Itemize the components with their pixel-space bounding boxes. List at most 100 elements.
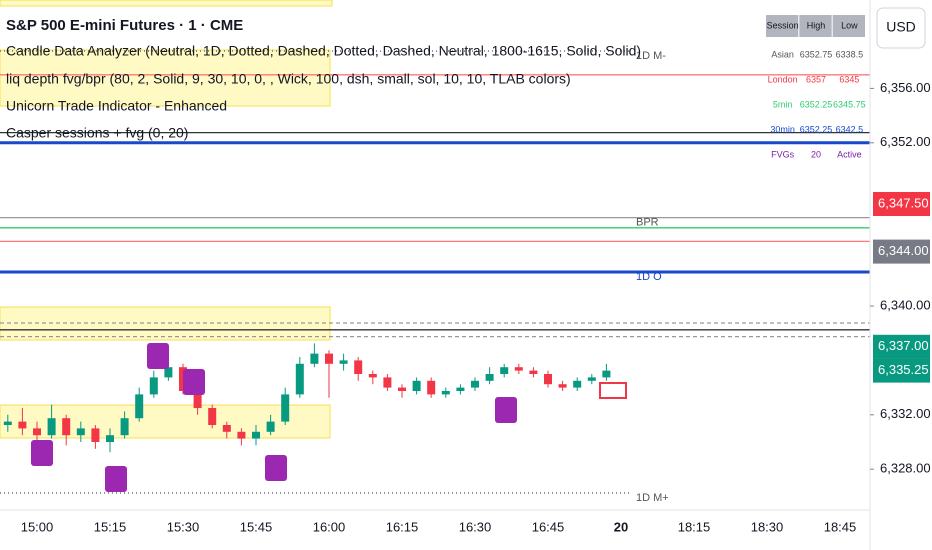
candle-body xyxy=(193,391,202,408)
candle-body xyxy=(62,418,71,436)
table-header: Session xyxy=(767,20,799,30)
candle-body xyxy=(120,418,129,436)
candle-body xyxy=(33,428,41,436)
candle-body xyxy=(47,418,56,436)
currency-button[interactable] xyxy=(876,7,926,49)
candle-body xyxy=(412,380,421,391)
x-tick-label: 16:30 xyxy=(459,519,492,534)
candle-body xyxy=(529,370,538,374)
level-label: 1D M- xyxy=(636,50,666,62)
candle-body xyxy=(91,428,100,442)
x-tick-label: 18:30 xyxy=(751,519,784,534)
level-label: BPR xyxy=(636,217,659,229)
table-header-cell xyxy=(832,15,865,37)
indicator: Casper sessions + fvg (0, 20) xyxy=(6,125,188,141)
price-badge xyxy=(873,334,930,359)
candle-body xyxy=(149,377,158,395)
candle-body xyxy=(266,421,275,432)
indicator: Unicorn Trade Indicator - Enhanced xyxy=(6,98,227,114)
candle-body xyxy=(383,377,392,388)
table-cell: Asian xyxy=(771,49,794,59)
price-badge-label: 6,335.25 xyxy=(878,362,929,377)
y-tick-label: 6,352.00 xyxy=(880,134,931,149)
price-badge-label: 6,337.00 xyxy=(878,338,929,353)
candle-body xyxy=(573,380,582,388)
x-tick-label: 18:45 xyxy=(824,519,857,534)
price-badge xyxy=(873,239,930,264)
x-tick-label: 15:45 xyxy=(240,519,273,534)
y-tick-label: 6,340.00 xyxy=(880,297,931,312)
table-header: Low xyxy=(841,20,858,30)
candle-body xyxy=(602,370,611,378)
title: S&P 500 E-mini Futures · 1 · CME xyxy=(6,17,243,34)
candle-body xyxy=(339,360,348,364)
unicorn-markers xyxy=(31,343,517,492)
table-cell: 30min xyxy=(770,124,795,134)
table-header-cell xyxy=(766,15,799,37)
zone xyxy=(0,49,331,107)
price-badge-label: 6,347.50 xyxy=(878,195,929,210)
candle-body xyxy=(471,380,479,388)
x-tick-label: 18:15 xyxy=(678,519,711,534)
candle-body xyxy=(310,353,319,364)
candle-body xyxy=(354,360,363,374)
currency[interactable]: USD xyxy=(886,19,916,35)
y-tick-label: 6,332.00 xyxy=(880,406,931,421)
table-cell: Active xyxy=(837,149,862,159)
indicator: liq depth fvg/bpr (80, 2, Solid, 9, 30, … xyxy=(6,71,571,87)
candle-body xyxy=(237,431,246,439)
x-tick-label: 16:15 xyxy=(386,519,419,534)
x-tick-label: 15:00 xyxy=(21,519,54,534)
candle-body xyxy=(3,421,12,425)
y-tick-label: 6,356.00 xyxy=(880,80,931,95)
zone xyxy=(0,0,333,7)
candle-body xyxy=(544,374,552,385)
table-cell: 6352.75 xyxy=(800,49,833,59)
table-header: High xyxy=(807,20,826,30)
candle-body xyxy=(295,363,304,395)
price-badge-label: 6,344.00 xyxy=(878,243,929,258)
candle-body xyxy=(135,394,144,419)
table-cell: 6352.25 xyxy=(800,99,833,109)
fvg-box xyxy=(599,382,627,399)
y-tick-label: 6,328.00 xyxy=(880,461,931,476)
candle-body xyxy=(208,408,217,425)
level-label: 1D M+ xyxy=(636,492,669,504)
candle-body xyxy=(281,394,290,422)
candle-body xyxy=(587,377,596,381)
table-cell: 6357 xyxy=(806,74,826,84)
table-cell: 6352.25 xyxy=(800,124,833,134)
x-tick-label: 16:45 xyxy=(532,519,565,534)
table-header-cell xyxy=(799,15,832,37)
candle-body xyxy=(252,431,260,439)
candle-body xyxy=(18,421,27,429)
candle-body xyxy=(76,428,85,436)
candle-body xyxy=(222,425,231,432)
x-tick-label: 15:15 xyxy=(94,519,127,534)
table-cell: 5min xyxy=(773,99,793,109)
level-label: 1D O xyxy=(636,271,662,283)
price-badge xyxy=(873,358,930,383)
table-cell: London xyxy=(768,74,798,84)
candle-body xyxy=(514,367,523,371)
table-cell: 6342.5 xyxy=(836,124,864,134)
candle-body xyxy=(456,387,465,391)
table-cell: 6338.5 xyxy=(836,49,864,59)
x-tick-label: 15:30 xyxy=(167,519,200,534)
table-cell: 6345 xyxy=(839,74,859,84)
candle-body xyxy=(164,367,173,378)
x-tick-label: 16:00 xyxy=(313,519,346,534)
candle-body xyxy=(500,367,509,374)
indicator: Candle Data Analyzer (Neutral, 1D, Dotte… xyxy=(6,43,641,59)
candle-body xyxy=(325,353,333,364)
candle-body xyxy=(427,380,436,395)
candle-body xyxy=(485,374,494,381)
candle-body xyxy=(368,374,377,378)
x-tick-label: 20 xyxy=(614,519,628,534)
table-cell: 6345.75 xyxy=(833,99,866,109)
table-cell: 20 xyxy=(811,149,821,159)
candle-body xyxy=(558,384,567,388)
candle-body xyxy=(398,387,406,391)
candle-body xyxy=(441,391,450,395)
